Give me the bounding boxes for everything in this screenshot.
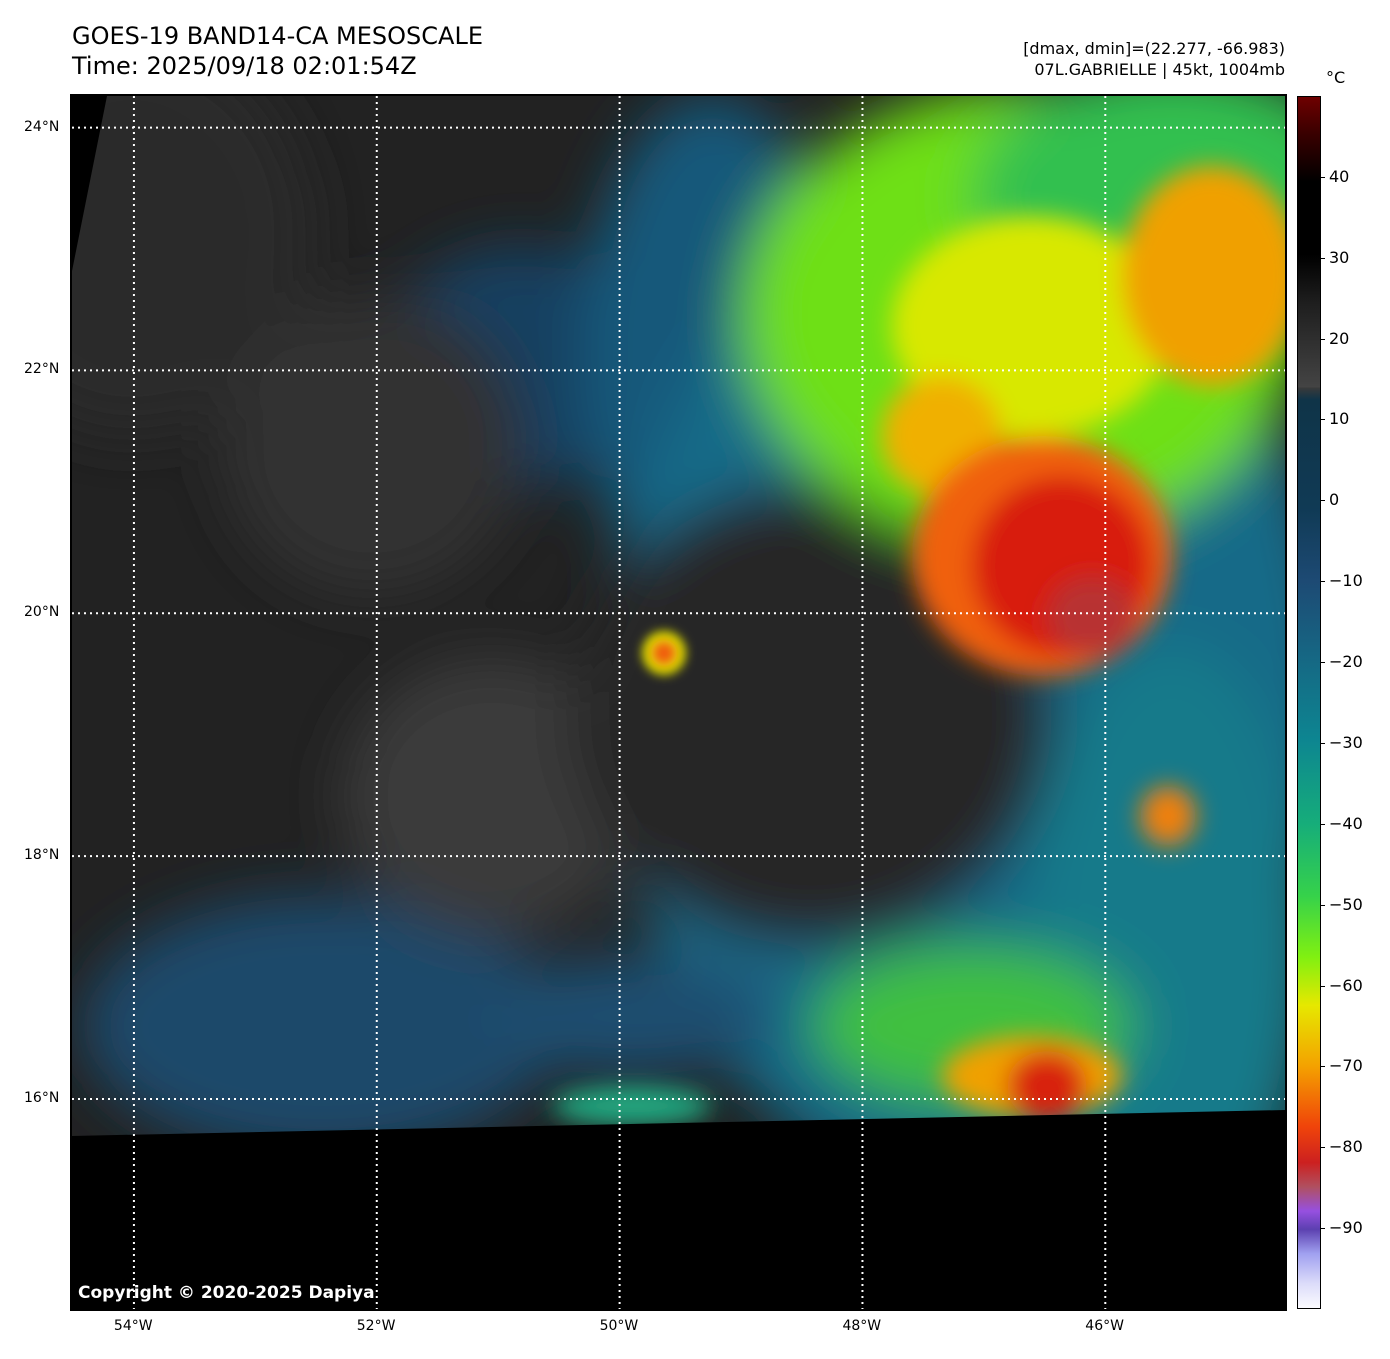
- colorbar-tick-mark: [1321, 419, 1325, 421]
- colorbar-tick-label: −80: [1329, 1137, 1363, 1157]
- colorbar-tick-mark: [1321, 338, 1325, 340]
- colorbar-tick-label: −20: [1329, 652, 1363, 672]
- timestamp: Time: 2025/09/18 02:01:54Z: [72, 52, 417, 80]
- colorbar-tick-label: 20: [1329, 328, 1350, 348]
- colorbar-tick-label: −90: [1329, 1218, 1363, 1238]
- lon-tick-label: 46°W: [1085, 1318, 1124, 1334]
- colorbar-tick-mark: [1321, 1147, 1325, 1149]
- graticule: [72, 96, 1285, 1309]
- map-title: GOES-19 BAND14-CA MESOSCALE: [72, 22, 483, 50]
- colorbar-tick-mark: [1321, 176, 1325, 178]
- lon-tick-label: 54°W: [113, 1318, 153, 1334]
- lat-tick-label: 24°N: [24, 118, 60, 135]
- colorbar: [1297, 96, 1321, 1309]
- colorbar-tick-mark: [1321, 1228, 1325, 1230]
- colorbar-tick-label: 10: [1329, 409, 1350, 429]
- colorbar-unit: °C: [1326, 68, 1346, 87]
- colorbar-tick-mark: [1321, 1066, 1325, 1068]
- dmax-dmin: [dmax, dmin]=(22.277, -66.983): [1023, 39, 1285, 58]
- colorbar-tick-label: −70: [1329, 1056, 1363, 1076]
- colorbar-tick-label: 0: [1329, 490, 1340, 510]
- lon-tick-label: 50°W: [599, 1318, 639, 1334]
- colorbar-tick-label: 40: [1329, 166, 1350, 186]
- lat-tick-label: 20°N: [24, 604, 60, 621]
- colorbar-tick-mark: [1321, 581, 1325, 583]
- colorbar-tick-label: −30: [1329, 732, 1363, 752]
- copyright: Copyright © 2020-2025 Dapiya: [78, 1283, 375, 1303]
- storm-info: 07L.GABRIELLE | 45kt, 1004mb: [1034, 60, 1285, 79]
- colorbar-tick-label: 30: [1329, 247, 1350, 267]
- lat-tick-label: 18°N: [24, 847, 60, 864]
- colorbar-tick-mark: [1321, 500, 1325, 502]
- colorbar-tick-label: −60: [1329, 975, 1363, 995]
- colorbar-tick-mark: [1321, 662, 1325, 664]
- satellite-imagery: Copyright © 2020-2025 Dapiya: [70, 94, 1287, 1311]
- lat-tick-label: 22°N: [24, 361, 60, 378]
- colorbar-tick-mark: [1321, 823, 1325, 825]
- lon-tick-label: 48°W: [842, 1318, 882, 1334]
- colorbar-tick-mark: [1321, 985, 1325, 987]
- colorbar-tick-label: −10: [1329, 571, 1363, 591]
- colorbar-tick-mark: [1321, 742, 1325, 744]
- colorbar-tick-label: −50: [1329, 894, 1363, 914]
- lon-tick-label: 52°W: [356, 1318, 396, 1334]
- lat-tick-label: 16°N: [24, 1089, 60, 1106]
- colorbar-tick-mark: [1321, 904, 1325, 906]
- imagery-layer: [72, 96, 1285, 1309]
- colorbar-tick-mark: [1321, 257, 1325, 259]
- colorbar-tick-label: −40: [1329, 813, 1363, 833]
